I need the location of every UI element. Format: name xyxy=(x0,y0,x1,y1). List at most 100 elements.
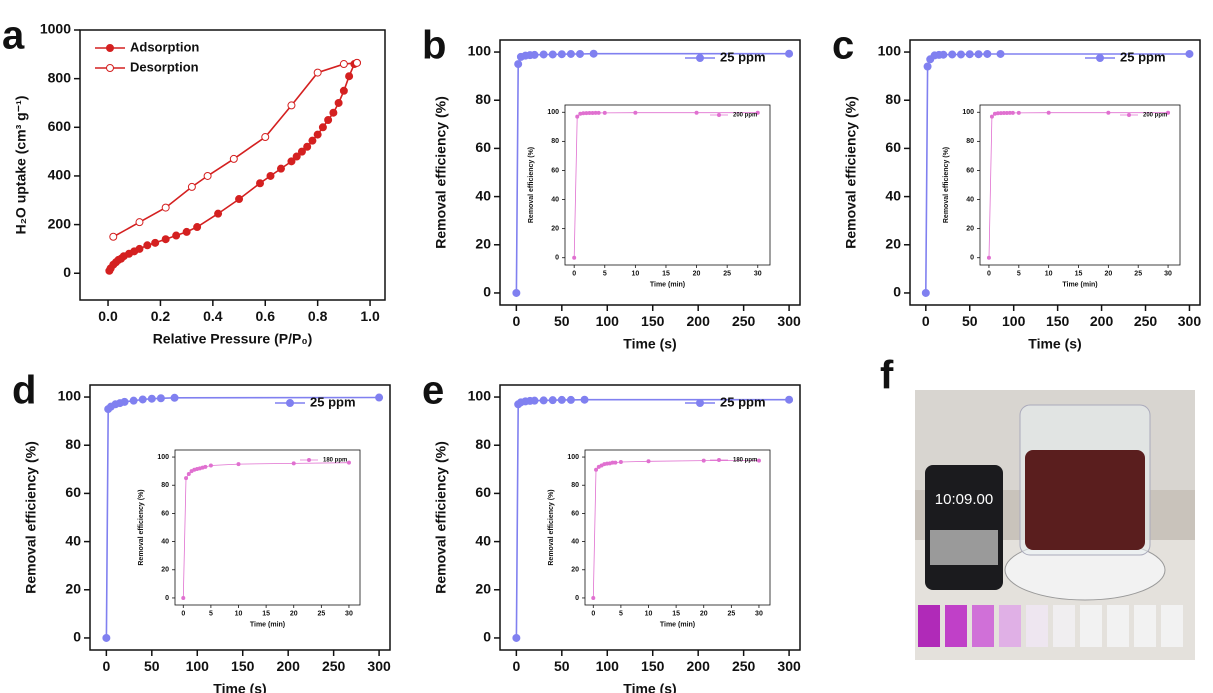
data-point xyxy=(539,396,548,405)
y-tick-label: 40 xyxy=(885,187,901,203)
data-point xyxy=(329,108,338,117)
data-point xyxy=(182,227,191,236)
y-tick-label: 80 xyxy=(966,138,974,145)
y-axis-label: Removal efficiency (%) xyxy=(548,489,555,565)
x-tick-label: 250 xyxy=(732,658,756,674)
data-point xyxy=(566,49,575,58)
y-tick-label: 20 xyxy=(551,225,559,232)
legend-label: Desorption xyxy=(130,59,199,74)
y-tick-label: 0 xyxy=(893,284,901,300)
data-point xyxy=(1016,110,1021,115)
y-tick-label: 100 xyxy=(567,454,579,461)
legend-label: 200 ppm xyxy=(733,113,757,119)
data-point xyxy=(352,58,361,67)
x-tick-label: 15 xyxy=(1075,270,1083,277)
x-axis-label: Relative Pressure (P/P₀) xyxy=(153,330,313,346)
data-point xyxy=(229,154,238,163)
x-tick-label: 0 xyxy=(591,610,595,617)
data-point xyxy=(147,394,156,403)
data-point xyxy=(161,235,170,244)
x-axis-label: Time (s) xyxy=(623,680,676,693)
data-point xyxy=(983,49,992,58)
y-tick-label: 20 xyxy=(966,225,974,232)
y-tick-label: 20 xyxy=(475,235,491,251)
y-tick-label: 80 xyxy=(161,482,169,489)
y-tick-label: 80 xyxy=(475,91,491,107)
x-axis-label: Time (min) xyxy=(1062,282,1097,289)
x-tick-label: 20 xyxy=(693,270,701,277)
data-point xyxy=(587,111,592,115)
x-tick-label: 200 xyxy=(687,313,711,329)
x-tick-label: 10 xyxy=(235,610,243,617)
data-point xyxy=(102,633,111,642)
data-point xyxy=(965,50,974,59)
x-tick-label: 5 xyxy=(209,610,213,617)
data-point xyxy=(989,114,994,119)
y-tick-label: 40 xyxy=(161,538,169,545)
x-tick-label: 10 xyxy=(631,270,639,277)
data-point xyxy=(576,49,584,58)
data-point xyxy=(566,395,575,404)
y-tick-label: 0 xyxy=(73,629,81,645)
data-point xyxy=(203,464,208,469)
data-point xyxy=(646,459,651,464)
data-point xyxy=(151,238,160,247)
beaker-liquid xyxy=(1025,450,1145,550)
y-tick-label: 100 xyxy=(468,43,492,59)
data-point xyxy=(297,147,306,156)
y-tick-label: 60 xyxy=(475,484,491,500)
data-point xyxy=(208,463,213,468)
x-tick-label: 5 xyxy=(603,270,607,277)
y-tick-label: 60 xyxy=(475,139,491,155)
data-point xyxy=(339,86,348,95)
y-tick-label: 20 xyxy=(885,235,901,251)
data-point xyxy=(956,50,965,59)
plot-frame xyxy=(564,104,771,266)
y-tick-label: 40 xyxy=(475,532,491,548)
data-point xyxy=(986,255,991,260)
x-tick-label: 300 xyxy=(1178,313,1202,329)
x-tick-label: 30 xyxy=(754,270,762,277)
data-point xyxy=(591,595,596,600)
data-point xyxy=(318,123,327,132)
data-point xyxy=(589,49,598,58)
y-tick-label: 60 xyxy=(571,510,579,517)
legend-label: 180 ppm xyxy=(733,458,757,464)
y-tick-label: 800 xyxy=(48,69,72,85)
vial xyxy=(1134,605,1156,647)
y-tick-label: 100 xyxy=(58,388,82,404)
y-tick-label: 60 xyxy=(551,167,559,174)
data-point xyxy=(939,50,948,59)
panel-letter: f xyxy=(880,354,894,398)
inset-chart: 0 5 10 15 20 25 30 0 20 40 60 80 100 Time (min) Remova… xyxy=(943,104,1181,289)
data-point xyxy=(214,209,223,218)
x-tick-label: 0 xyxy=(512,313,520,329)
x-tick-label: 150 xyxy=(641,658,665,674)
x-tick-label: 10 xyxy=(645,610,653,617)
panel-letter: b xyxy=(422,24,446,68)
x-tick-label: 25 xyxy=(723,270,731,277)
y-tick-label: 0 xyxy=(165,595,169,602)
y-tick-label: 600 xyxy=(48,118,72,134)
data-point xyxy=(974,50,983,59)
panel-letter: a xyxy=(2,14,25,58)
data-point xyxy=(156,394,165,403)
vial xyxy=(1080,605,1102,647)
y-axis-label: Removal efficiency (%) xyxy=(528,147,535,223)
x-axis-label: Time (min) xyxy=(650,282,685,289)
y-tick-label: 0 xyxy=(483,629,491,645)
data-point xyxy=(138,395,147,404)
data-point xyxy=(572,255,577,260)
legend-label: 25 ppm xyxy=(310,394,356,409)
legend-label: 25 ppm xyxy=(720,394,766,409)
data-point xyxy=(266,171,275,180)
data-point xyxy=(334,98,343,107)
clock-display: 10:09.00 xyxy=(935,491,993,508)
y-tick-label: 100 xyxy=(962,109,974,116)
data-point xyxy=(135,218,144,227)
data-point xyxy=(313,130,322,139)
y-tick-label: 1000 xyxy=(40,21,71,37)
data-point xyxy=(170,393,179,402)
y-tick-label: 0 xyxy=(970,255,974,262)
